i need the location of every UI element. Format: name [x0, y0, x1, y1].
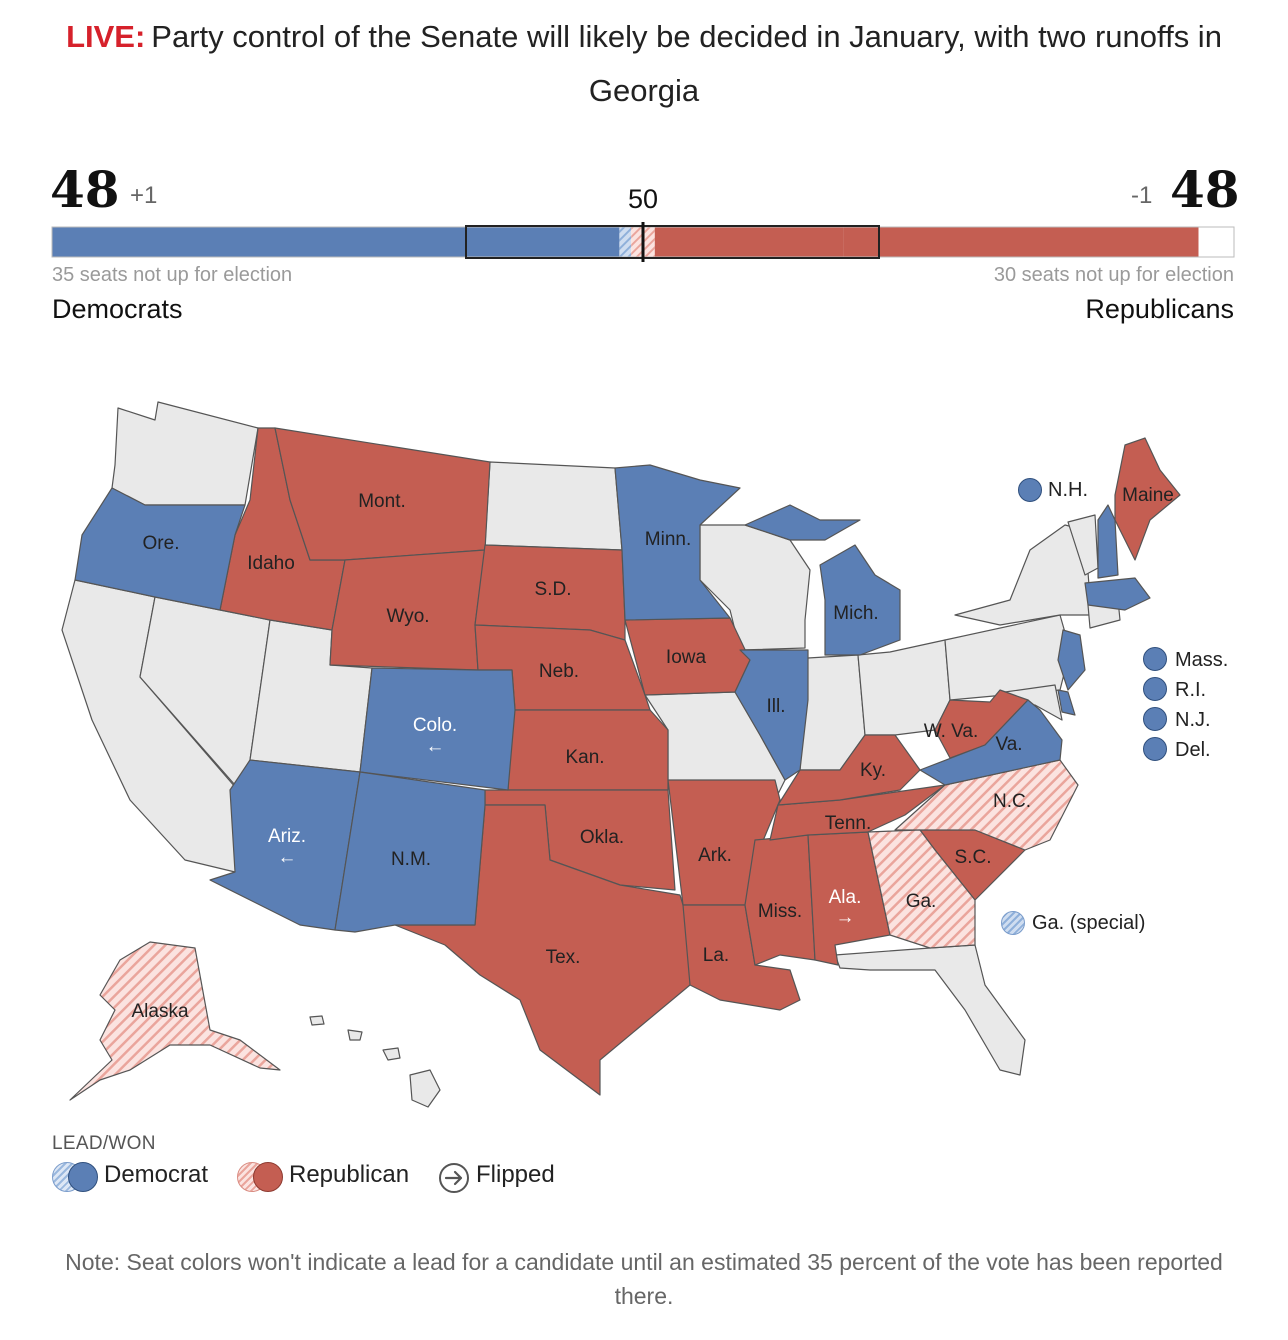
label-va: Va. — [995, 734, 1022, 755]
arrow-circle-icon — [439, 1163, 469, 1193]
bar-dem-lead — [619, 227, 632, 257]
majority-label: 50 — [627, 184, 659, 214]
label-maine: Maine — [1122, 485, 1174, 506]
label-ky: Ky. — [860, 760, 886, 781]
state-alaska[interactable] — [69, 941, 281, 1101]
label-ri: R.I. — [1175, 679, 1207, 701]
live-label: LIVE: — [66, 19, 146, 54]
flipped-arrow-ariz: ← — [278, 847, 297, 868]
label-sc: S.C. — [955, 847, 992, 868]
state-north-dakota[interactable] — [484, 461, 623, 551]
state-hawaii-oahu[interactable] — [347, 1029, 363, 1041]
state-new-jersey[interactable] — [1057, 629, 1086, 691]
label-sd: S.D. — [535, 579, 572, 600]
state-oregon[interactable] — [74, 487, 246, 611]
dem-seat-change: +1 — [130, 182, 158, 209]
legend-rep-won-swatch — [253, 1162, 283, 1192]
ga-special-dot — [1001, 911, 1025, 935]
label-miss: Miss. — [758, 901, 802, 922]
flipped-arrow-ala: → — [836, 907, 855, 928]
state-michigan-lower[interactable] — [819, 544, 901, 656]
label-mass: Mass. — [1175, 649, 1229, 671]
state-hawaii-big-island[interactable] — [409, 1069, 441, 1108]
legend-flipped: Flipped — [476, 1161, 555, 1188]
label-nh: N.H. — [1048, 479, 1088, 501]
state-georgia[interactable] — [867, 829, 976, 949]
dem-not-up-label: 35 seats not up for election — [52, 264, 293, 286]
mass-dot — [1143, 647, 1167, 671]
nj-dot — [1143, 707, 1167, 731]
label-ariz: Ariz. — [268, 826, 306, 847]
state-michigan-upper[interactable] — [744, 504, 861, 541]
label-nm: N.M. — [391, 849, 431, 870]
bar-rep-won — [654, 227, 844, 257]
state-massachusetts[interactable] — [1084, 577, 1151, 611]
state-virginia[interactable] — [919, 699, 1063, 786]
label-neb: Neb. — [539, 661, 579, 682]
legend-republican: Republican — [289, 1161, 410, 1188]
label-nc: N.C. — [993, 791, 1031, 812]
nh-dot — [1018, 478, 1042, 502]
bar-dem-not-up — [52, 227, 466, 257]
rep-party-label: Republicans — [1085, 294, 1234, 324]
state-washington[interactable] — [111, 401, 259, 506]
legend-title: LEAD/WON — [52, 1133, 156, 1154]
contested-seats-box — [465, 225, 880, 259]
senate-results-map: Ore. Idaho Mont. Wyo. S.D. Neb. Kan. Okl… — [61, 401, 1181, 1108]
label-la: La. — [703, 945, 729, 966]
label-okla: Okla. — [580, 827, 624, 848]
label-ga: Ga. — [906, 891, 937, 912]
label-ark: Ark. — [698, 845, 732, 866]
label-wva: W. Va. — [924, 721, 979, 742]
label-ore: Ore. — [143, 533, 180, 554]
state-new-mexico[interactable] — [334, 771, 486, 933]
state-minnesota[interactable] — [614, 464, 741, 621]
label-iowa: Iowa — [666, 647, 707, 668]
headline: LIVE: Party control of the Senate will li… — [60, 10, 1228, 118]
label-idaho: Idaho — [247, 553, 295, 574]
label-mont: Mont. — [358, 491, 406, 512]
state-maine[interactable] — [1114, 437, 1181, 561]
label-ill: Ill. — [767, 696, 786, 717]
legend-democrat: Democrat — [104, 1161, 209, 1188]
label-mich: Mich. — [833, 603, 878, 624]
state-florida[interactable] — [834, 944, 1026, 1076]
label-minn: Minn. — [645, 529, 691, 550]
label-alaska: Alaska — [131, 1001, 188, 1022]
rep-seat-change: -1 — [1131, 182, 1153, 209]
balance-of-power-bar — [51, 222, 1235, 262]
label-kan: Kan. — [565, 747, 604, 768]
bar-dem-won — [465, 227, 620, 257]
label-nj: N.J. — [1175, 709, 1211, 731]
label-del: Del. — [1175, 739, 1211, 761]
label-ga-special: Ga. (special) — [1032, 912, 1146, 934]
state-delaware[interactable] — [1057, 689, 1076, 716]
label-wyo: Wyo. — [386, 606, 429, 627]
rep-not-up-label: 30 seats not up for election — [993, 264, 1234, 286]
state-texas[interactable] — [394, 804, 696, 1096]
label-tenn: Tenn. — [825, 813, 871, 834]
state-north-carolina[interactable] — [894, 759, 1079, 851]
state-mississippi[interactable] — [744, 834, 816, 966]
flipped-arrow-colo: ← — [426, 736, 445, 757]
legend-dem-won-swatch — [68, 1162, 98, 1192]
ri-dot — [1143, 677, 1167, 701]
state-illinois[interactable] — [734, 649, 809, 781]
state-new-york[interactable] — [954, 524, 1091, 626]
label-colo: Colo. — [413, 715, 457, 736]
state-hawaii-maui[interactable] — [382, 1047, 401, 1061]
del-dot — [1143, 737, 1167, 761]
label-ala: Ala. — [829, 887, 862, 908]
state-hawaii-kauai[interactable] — [309, 1015, 325, 1026]
dem-party-label: Democrats — [52, 294, 183, 324]
state-new-hampshire[interactable] — [1097, 504, 1119, 579]
bar-rep-not-up — [843, 227, 1199, 257]
headline-text: Party control of the Senate will likely … — [151, 19, 1222, 108]
dem-seat-total: 48 — [50, 160, 120, 219]
rep-seat-total: 48 — [1170, 160, 1240, 219]
label-tex: Tex. — [546, 947, 581, 968]
footnote: Note: Seat colors won't indicate a lead … — [65, 1249, 1223, 1309]
